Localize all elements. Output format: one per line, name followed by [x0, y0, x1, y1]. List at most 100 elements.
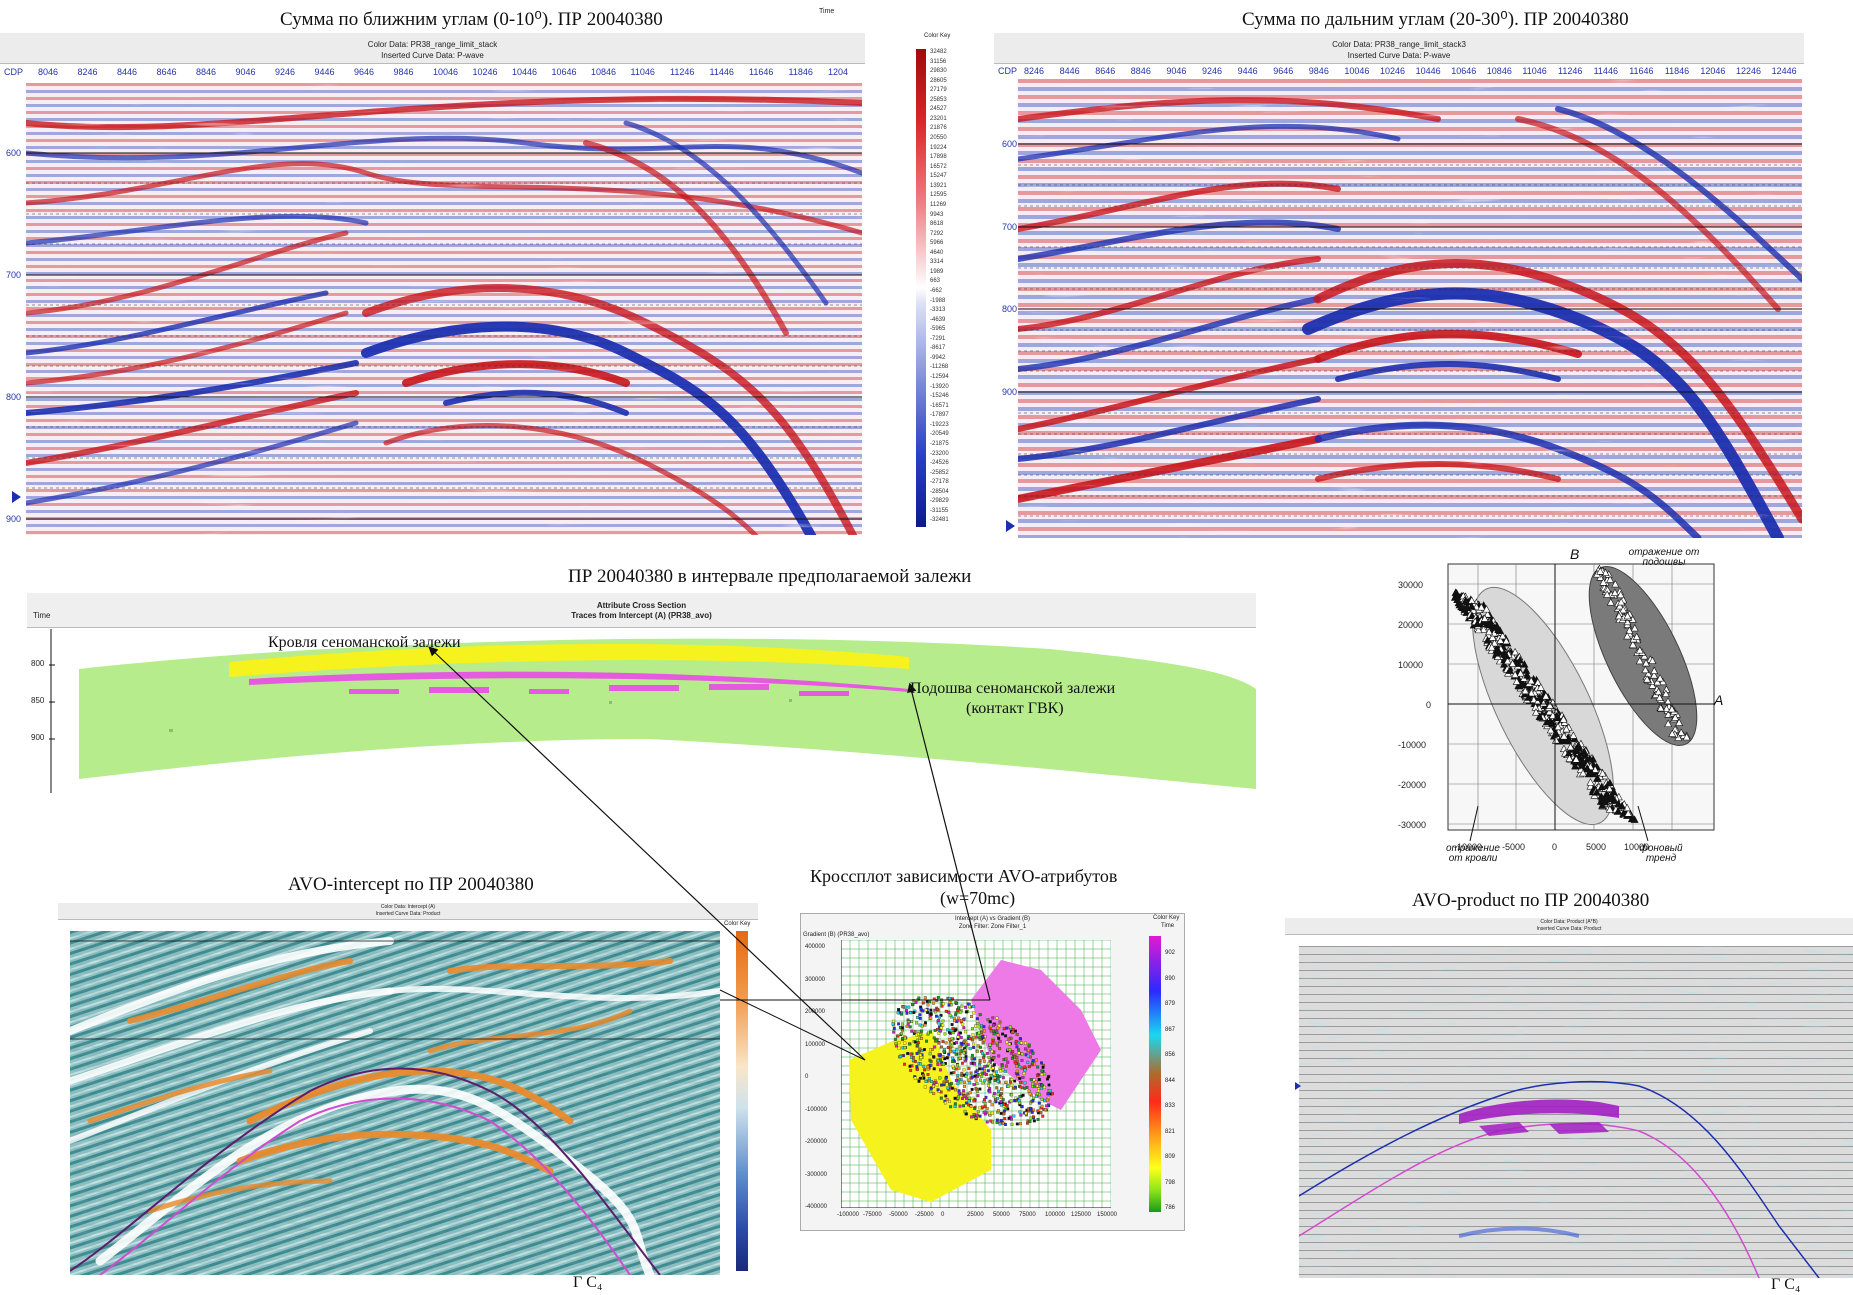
crossplot-point — [991, 1066, 995, 1070]
crossplot-point — [1046, 1092, 1050, 1096]
crossplot-point — [947, 1003, 951, 1007]
crossplot-point — [922, 1073, 926, 1077]
reference-point — [1593, 774, 1602, 782]
crossplot-point — [1010, 1122, 1014, 1126]
crossplot-point — [936, 1059, 940, 1063]
color-key-value: -5965 — [930, 326, 946, 333]
crossplot-point — [904, 1005, 908, 1009]
crossplot-point — [900, 1022, 904, 1026]
reference-point — [1535, 693, 1544, 701]
crossplot-point — [1004, 1080, 1008, 1084]
reference-point-base — [1617, 597, 1626, 606]
crossplot-point — [995, 1070, 999, 1074]
ref-base-reflection-label: отражение от подошвы — [1628, 547, 1700, 568]
crossplot-point — [964, 1101, 968, 1105]
crossplot-point — [915, 1052, 919, 1055]
color-key-value: -19223 — [930, 421, 949, 428]
far-cdp-tick-8446: 8446 — [1059, 66, 1080, 76]
time-pointer-icon[interactable] — [12, 491, 21, 503]
time-pointer-icon[interactable] — [1006, 520, 1015, 532]
crossplot-legend-value: 879 — [1165, 1001, 1176, 1007]
crossplot-point — [972, 1083, 976, 1087]
crossplot-point — [983, 1072, 987, 1076]
crossplot-point — [892, 1019, 896, 1023]
near-cdp-tick-11046: 11046 — [630, 67, 655, 77]
crossplot-point — [944, 1094, 948, 1098]
crossplot-point — [937, 1031, 941, 1035]
crossplot-point — [1008, 1080, 1012, 1084]
crossplot-point — [1039, 1111, 1043, 1115]
crossplot-point — [897, 1046, 901, 1050]
crossplot-point — [954, 1079, 958, 1082]
crossplot-point — [951, 1026, 955, 1030]
crossplot-point — [1005, 1064, 1008, 1068]
crossplot-point — [1027, 1043, 1031, 1047]
reference-point — [1586, 778, 1595, 786]
reference-point — [1571, 761, 1580, 770]
time-pointer-icon[interactable] — [1295, 1082, 1301, 1090]
crossplot-point — [916, 1041, 920, 1045]
crossplot-point — [997, 1024, 1001, 1028]
crossplot-point — [960, 1061, 964, 1065]
reference-point — [1562, 724, 1571, 733]
color-key-value: -28504 — [930, 488, 949, 495]
crossplot-point — [937, 1041, 941, 1045]
crossplot-point — [943, 1032, 947, 1036]
crossplot-point — [1013, 1099, 1017, 1103]
crossplot-point — [932, 1081, 936, 1085]
reference-point — [1468, 611, 1477, 619]
crossplot-point — [1018, 1081, 1022, 1085]
crossplot-point — [1046, 1075, 1050, 1079]
crossplot-point — [974, 1024, 978, 1028]
reference-point-base — [1635, 656, 1644, 665]
reference-point — [1554, 722, 1563, 731]
crossplot-legend-sub: Time — [1161, 923, 1175, 929]
color-key-value: -11268 — [930, 364, 949, 371]
reference-point-base — [1667, 704, 1676, 713]
crossplot-point — [921, 1009, 925, 1013]
far-stack-title: Сумма по дальним углам (20-30⁰). ПР 2004… — [1242, 9, 1629, 30]
crossplot-point — [980, 1075, 984, 1079]
far-cdp-tick-10246: 10246 — [1380, 66, 1406, 76]
far-stack-panel: Color Data: PR38_range_limit_stack3 Inse… — [994, 33, 1804, 538]
crossplot-point — [905, 1011, 909, 1015]
reference-point-base — [1596, 567, 1605, 575]
crossplot-point — [983, 1079, 987, 1083]
crossplot-point — [1018, 1065, 1022, 1069]
crossplot-point — [1041, 1065, 1045, 1069]
crossplot-point — [1028, 1120, 1032, 1124]
far-stack-header-color-data: Color Data: PR38_range_limit_stack3 — [1332, 40, 1466, 49]
crossplot-point — [927, 1077, 931, 1081]
crossplot-point — [996, 1026, 1000, 1030]
reference-point — [1598, 769, 1607, 777]
reference-point — [1605, 784, 1614, 793]
crossplot-point — [967, 1099, 971, 1103]
crossplot-point — [982, 1025, 986, 1029]
crossplot-point — [976, 1094, 980, 1098]
reference-point — [1529, 695, 1538, 703]
crossplot-point — [1040, 1097, 1044, 1101]
time-marker-label: Time — [819, 8, 835, 15]
crossplot-point — [972, 1005, 976, 1008]
reference-point-base — [1648, 656, 1657, 665]
crossplot-point — [924, 1008, 928, 1012]
crossplot-point — [996, 1043, 1000, 1047]
crossplot-point — [964, 1030, 968, 1034]
crossplot-point — [964, 1005, 968, 1009]
reference-point-base — [1671, 713, 1680, 721]
crossplot-point — [908, 1025, 912, 1029]
attribute-section-header: Attribute Cross Section Traces from Inte… — [27, 593, 1256, 628]
crossplot-point — [966, 1002, 970, 1006]
crossplot-point — [998, 1047, 1002, 1051]
crossplot-point — [953, 1096, 957, 1100]
near-cdp-label: CDP — [4, 67, 24, 77]
far-cdp-tick-8246: 8246 — [1024, 66, 1045, 76]
near-stack-header: Color Data: PR38_range_limit_stack Inser… — [0, 33, 865, 64]
crossplot-point — [948, 1099, 952, 1103]
crossplot-y-tick: -100000 — [805, 1106, 828, 1113]
far-cdp-tick-11646: 11646 — [1629, 66, 1654, 76]
ref-x-neg10000: -10000 — [1454, 842, 1483, 852]
reference-point-base — [1625, 626, 1634, 634]
ref-y-10000: 10000 — [1398, 660, 1424, 670]
crossplot-x-tick: 75000 — [1019, 1212, 1036, 1218]
